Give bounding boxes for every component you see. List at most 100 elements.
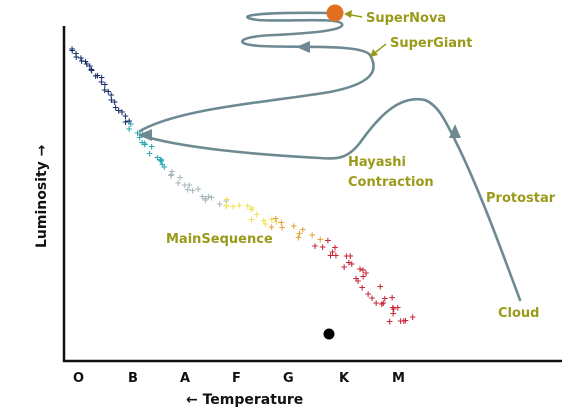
main-sequence-star: + <box>345 258 353 268</box>
main-sequence-star: + <box>168 168 176 178</box>
main-sequence-star: + <box>101 81 109 91</box>
protostar-track <box>138 97 522 302</box>
main-sequence-star: + <box>347 252 355 262</box>
main-sequence-star: + <box>389 304 397 314</box>
main-sequence-star: + <box>394 304 402 314</box>
main-sequence-star: + <box>296 230 304 240</box>
main-sequence-star: + <box>324 237 332 247</box>
main-sequence-star: + <box>223 195 231 205</box>
main-sequence-star: + <box>290 222 298 232</box>
main-sequence-star: + <box>138 139 146 149</box>
main-sequence-label: MainSequence <box>166 232 273 247</box>
main-sequence-star: + <box>167 172 175 182</box>
main-sequence-star: + <box>377 282 385 292</box>
main-sequence-star: + <box>409 313 417 323</box>
supernova-label: SuperNova <box>366 11 446 26</box>
main-sequence-star: + <box>107 91 115 101</box>
main-sequence-star: + <box>402 316 410 326</box>
main-sequence-star: + <box>311 242 319 252</box>
main-sequence-star: + <box>161 163 169 173</box>
main-sequence-star: + <box>98 78 106 88</box>
main-sequence-star: + <box>134 129 142 139</box>
main-sequence-star: + <box>340 263 348 273</box>
supergiant-label: SuperGiant <box>390 36 473 51</box>
main-sequence-star: + <box>94 71 102 81</box>
x-tick-b: B <box>128 371 138 386</box>
supergiant-arrow <box>296 41 310 53</box>
main-sequence-star: + <box>146 149 154 159</box>
main-sequence-star: + <box>83 60 91 70</box>
main-sequence-star: + <box>181 181 189 191</box>
main-sequence-star: + <box>136 134 144 144</box>
main-sequence-star: + <box>125 117 133 127</box>
main-sequence-star: + <box>159 161 167 171</box>
main-sequence-star: + <box>390 305 398 315</box>
main-sequence-star: + <box>332 252 340 262</box>
main-sequence-star: + <box>386 317 394 327</box>
hayashi-arrow <box>138 129 152 141</box>
main-sequence-star: + <box>108 96 116 106</box>
main-sequence-star: + <box>154 153 162 163</box>
main-sequence-star: + <box>229 202 237 212</box>
x-axis-title: ← Temperature <box>186 392 303 408</box>
main-sequence-star: + <box>223 197 231 207</box>
main-sequence-star: + <box>122 118 130 128</box>
main-sequence-star: + <box>389 310 397 320</box>
main-sequence-star: + <box>268 216 276 226</box>
main-sequence-star: + <box>358 284 366 294</box>
supernova-pointer-head <box>344 10 352 18</box>
main-sequence-star: + <box>202 196 210 206</box>
main-sequence-star: + <box>368 294 376 304</box>
main-sequence-star: + <box>199 192 207 202</box>
main-sequence-star: + <box>98 74 106 84</box>
x-tick-k: K <box>339 371 350 386</box>
main-sequence-star: + <box>127 120 135 130</box>
main-sequence-star: + <box>68 45 76 55</box>
main-sequence-star: + <box>194 185 202 195</box>
main-sequence-star: + <box>272 215 280 225</box>
main-sequence-star: + <box>343 252 351 262</box>
main-sequence-star: + <box>362 269 370 279</box>
x-tick-f: F <box>232 371 241 386</box>
main-sequence-star: + <box>248 216 256 226</box>
main-sequence-star: + <box>72 50 80 60</box>
main-sequence-star: + <box>148 143 156 153</box>
main-sequence-star: + <box>157 157 165 167</box>
protostar-arrow <box>449 124 461 138</box>
x-tick-g: G <box>283 371 294 386</box>
main-sequence-star: + <box>125 125 133 135</box>
main-sequence-star: + <box>115 107 123 117</box>
hayashi-label-line1: Hayashi <box>348 155 406 170</box>
main-sequence-star: + <box>208 194 216 204</box>
main-sequence-star: + <box>185 181 193 191</box>
main-sequence-star: + <box>380 299 388 309</box>
main-sequence-star: + <box>105 87 113 97</box>
main-sequence-star: + <box>248 204 256 214</box>
main-sequence-star: + <box>331 243 339 253</box>
main-sequence-star: + <box>101 86 109 96</box>
white-dwarf-dot <box>323 328 335 340</box>
x-tick-m: M <box>392 371 405 386</box>
main-sequence-star: + <box>205 193 213 203</box>
main-sequence-star: + <box>352 275 360 285</box>
main-sequence-stars: +++++++++++++++++++++++++++++ +++++ ++ ++++… <box>68 45 416 327</box>
supergiant-pointer-head <box>370 49 378 57</box>
main-sequence-star: + <box>248 205 256 215</box>
main-sequence-star: + <box>400 317 408 327</box>
giant-track <box>138 11 375 133</box>
main-sequence-star: + <box>69 47 77 57</box>
main-sequence-star: + <box>308 231 316 241</box>
main-sequence-star: + <box>88 66 96 76</box>
main-sequence-star: + <box>92 72 100 82</box>
supernova-dot <box>326 4 344 22</box>
main-sequence-star: + <box>236 202 244 212</box>
main-sequence-star: + <box>223 202 231 212</box>
main-sequence-star: + <box>260 217 268 227</box>
main-sequence-star: + <box>299 226 307 236</box>
main-sequence-star: + <box>111 98 119 108</box>
hayashi-label-line2: Contraction <box>348 175 434 190</box>
main-sequence-star: + <box>184 186 192 196</box>
main-sequence-star: + <box>157 156 165 166</box>
